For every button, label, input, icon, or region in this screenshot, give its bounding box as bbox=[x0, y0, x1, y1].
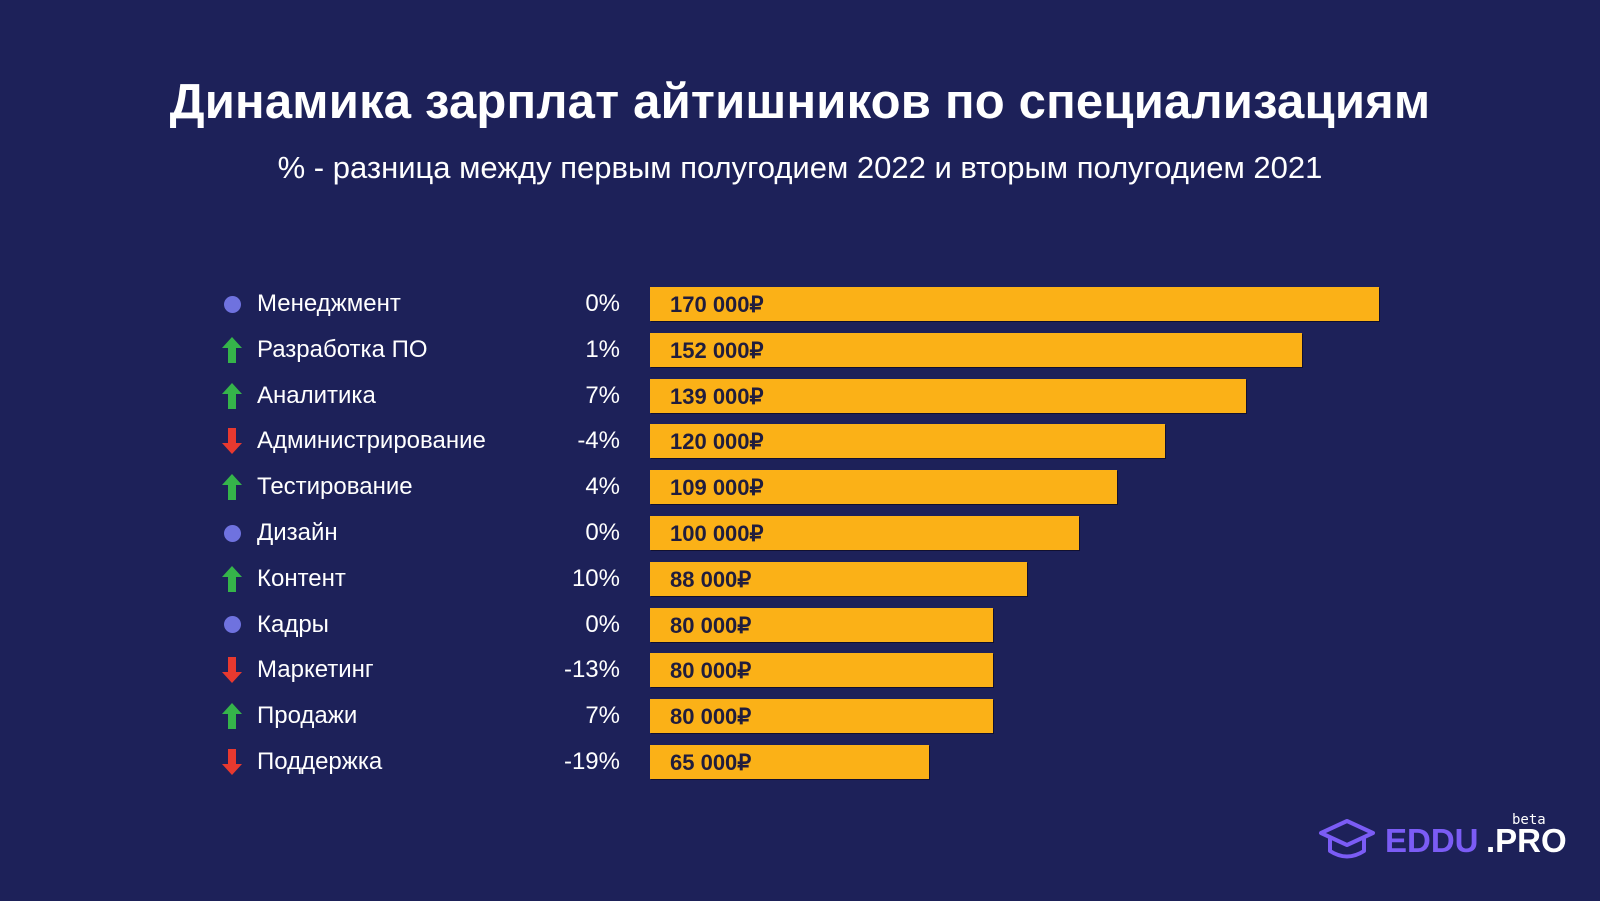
category-label: Маркетинг bbox=[257, 656, 374, 684]
dot-icon bbox=[220, 516, 244, 550]
change-percent: 0% bbox=[585, 290, 620, 317]
eddu-pro-logo[interactable]: EDDU .PRO beta bbox=[1318, 812, 1578, 862]
chart-row: Администрирование -4% 120 000₽ bbox=[0, 424, 1600, 459]
category-label: Дизайн bbox=[257, 519, 338, 546]
beta-badge: beta bbox=[1512, 812, 1546, 828]
salary-bar: 152 000₽ bbox=[650, 332, 1302, 367]
salary-value-label: 139 000₽ bbox=[670, 383, 764, 409]
logo-domain: .PRO bbox=[1486, 822, 1567, 859]
salary-bar: 80 000₽ bbox=[650, 607, 993, 642]
chart-row: Менеджмент 0% 170 000₽ bbox=[0, 287, 1600, 321]
salary-value-label: 120 000₽ bbox=[670, 429, 764, 455]
salary-value-label: 80 000₽ bbox=[670, 658, 752, 684]
dot-icon bbox=[220, 287, 244, 321]
category-label: Продажи bbox=[257, 702, 358, 730]
salary-value-label: 100 000₽ bbox=[670, 521, 764, 546]
chart-row: Контент 10% 88 000₽ bbox=[0, 561, 1600, 596]
change-percent: 4% bbox=[585, 473, 620, 501]
change-percent: 10% bbox=[571, 564, 620, 592]
change-percent: 7% bbox=[585, 702, 620, 730]
chart-row: Кадры 0% 80 000₽ bbox=[0, 607, 1600, 642]
chart-title: Динамика зарплат айтишников по специализ… bbox=[169, 75, 1431, 129]
category-label: Поддержка bbox=[257, 748, 383, 775]
arrow-up-icon bbox=[220, 562, 244, 596]
change-percent: -13% bbox=[563, 656, 620, 684]
salary-bar: 65 000₽ bbox=[650, 745, 929, 779]
chart-row: Аналитика 7% 139 000₽ bbox=[0, 378, 1600, 413]
change-percent: -4% bbox=[577, 427, 620, 455]
category-label: Аналитика bbox=[257, 381, 376, 409]
chart-subtitle: % - разница между первым полугодием 2022… bbox=[277, 150, 1323, 185]
chart-row: Поддержка -19% 65 000₽ bbox=[0, 745, 1600, 779]
salary-value-label: 152 000₽ bbox=[670, 337, 764, 363]
arrow-up-icon bbox=[220, 379, 244, 413]
salary-bar: 100 000₽ bbox=[650, 516, 1079, 550]
category-label: Разработка ПО bbox=[257, 335, 428, 363]
arrow-up-icon bbox=[220, 699, 244, 733]
chart-row: Маркетинг -13% 80 000₽ bbox=[0, 653, 1600, 688]
category-label: Тестирование bbox=[257, 473, 413, 501]
category-label: Кадры bbox=[257, 610, 329, 638]
arrow-up-icon bbox=[220, 470, 244, 504]
salary-value-label: 80 000₽ bbox=[670, 704, 752, 730]
salary-bar: 109 000₽ bbox=[650, 470, 1117, 505]
salary-bar: 80 000₽ bbox=[650, 699, 993, 734]
arrow-up-icon bbox=[220, 333, 244, 367]
salary-bar: 80 000₽ bbox=[650, 653, 993, 688]
salary-bar: 120 000₽ bbox=[650, 424, 1165, 459]
salary-value-label: 80 000₽ bbox=[670, 612, 752, 638]
salary-value-label: 65 000₽ bbox=[670, 750, 752, 775]
category-label: Администрирование bbox=[257, 427, 486, 455]
salary-value-label: 88 000₽ bbox=[670, 566, 752, 592]
chart-row: Тестирование 4% 109 000₽ bbox=[0, 470, 1600, 505]
change-percent: -19% bbox=[563, 748, 620, 775]
logo-brand: EDDU bbox=[1385, 822, 1479, 859]
salary-bar: 170 000₽ bbox=[650, 287, 1379, 321]
change-percent: 7% bbox=[585, 381, 620, 409]
graduation-cap-icon bbox=[1319, 819, 1375, 859]
change-percent: 0% bbox=[585, 610, 620, 638]
chart-row: Продажи 7% 80 000₽ bbox=[0, 699, 1600, 734]
arrow-down-icon bbox=[220, 653, 244, 687]
category-label: Контент bbox=[257, 564, 346, 592]
dot-icon bbox=[220, 608, 244, 642]
chart-row: Разработка ПО 1% 152 000₽ bbox=[0, 332, 1600, 367]
category-label: Менеджмент bbox=[257, 290, 401, 317]
salary-bar: 139 000₽ bbox=[650, 378, 1246, 413]
salary-value-label: 109 000₽ bbox=[670, 475, 764, 501]
salary-bar: 88 000₽ bbox=[650, 561, 1027, 596]
chart-row: Дизайн 0% 100 000₽ bbox=[0, 516, 1600, 550]
change-percent: 1% bbox=[585, 335, 620, 363]
arrow-down-icon bbox=[220, 745, 244, 779]
arrow-down-icon bbox=[220, 424, 244, 458]
salary-value-label: 170 000₽ bbox=[670, 292, 764, 317]
change-percent: 0% bbox=[585, 519, 620, 546]
